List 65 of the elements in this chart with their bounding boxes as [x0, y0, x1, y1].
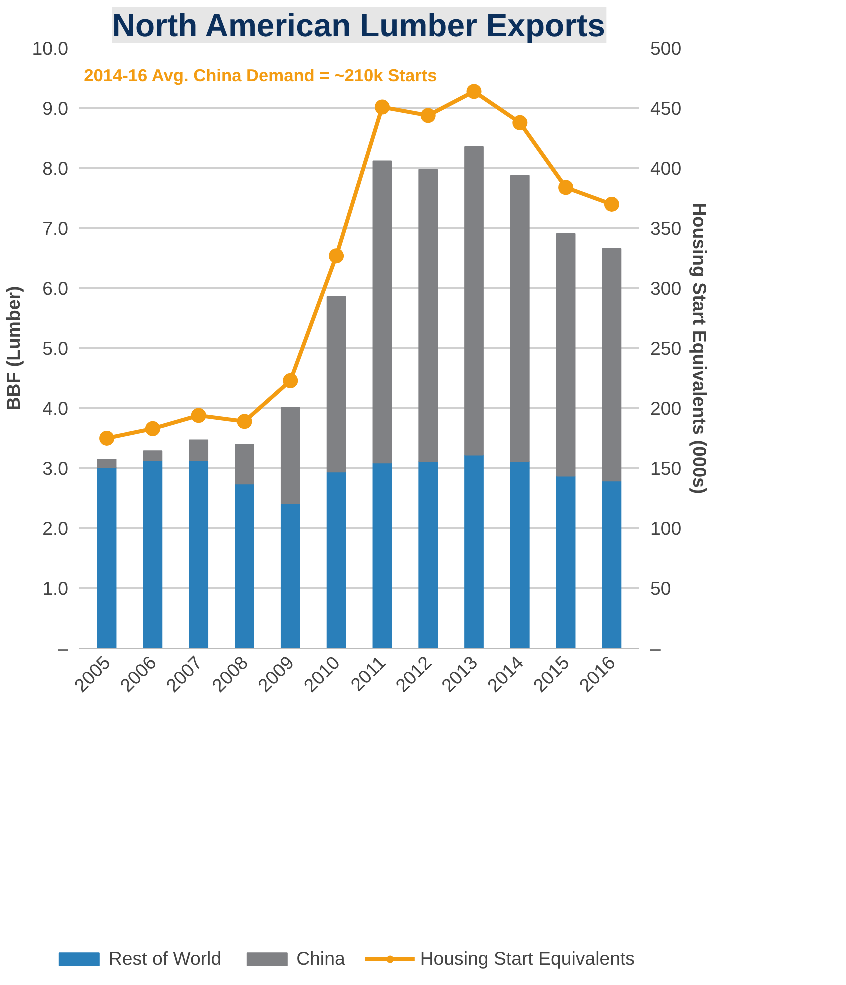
- y2-tick-label: 200: [650, 398, 682, 419]
- bar: [97, 459, 117, 468]
- y2-tick-label: 250: [650, 338, 682, 359]
- y2-tick-label: 500: [650, 38, 682, 59]
- y-tick-label: 6.0: [42, 278, 69, 299]
- y2-tick-label: –: [650, 638, 662, 659]
- annotation: 2014-16 Avg. China Demand = ~210k Starts: [84, 66, 438, 86]
- y-tick-label: 1.0: [42, 578, 69, 599]
- point: [466, 84, 482, 100]
- y2-tick-label: 150: [650, 458, 682, 479]
- bar: [602, 248, 622, 482]
- point: [191, 408, 206, 424]
- bar: [235, 444, 254, 485]
- bar: [326, 472, 346, 648]
- bar: [97, 467, 117, 648]
- y2-tick-label: 350: [650, 218, 682, 239]
- bar: [464, 454, 484, 648]
- y-tick-label: 8.0: [42, 158, 69, 179]
- bar: [372, 462, 392, 648]
- chart-title: North American Lumber Exports: [112, 8, 606, 44]
- point: [604, 197, 620, 212]
- bar: [280, 407, 300, 504]
- bar: [464, 146, 484, 456]
- y-tick-label: 10.0: [32, 38, 68, 59]
- bar: [189, 440, 209, 462]
- bar: [280, 503, 300, 648]
- y2-tick-label: 300: [650, 278, 682, 299]
- point: [145, 421, 160, 436]
- bar: [326, 296, 346, 473]
- y-axis-title: BBF (Lumber): [3, 286, 24, 411]
- legend-label: Rest of World: [108, 948, 222, 970]
- bar: [372, 160, 392, 464]
- bar: [510, 175, 530, 462]
- y-tick-label: 3.0: [42, 458, 69, 479]
- bar: [189, 460, 209, 648]
- legend-label: China: [296, 948, 346, 970]
- y-tick-label: 9.0: [42, 98, 69, 119]
- y2-tick-label: 100: [650, 518, 682, 539]
- bar: [556, 233, 576, 477]
- y2-tick-label: 450: [650, 98, 682, 119]
- bar: [556, 476, 576, 648]
- point: [374, 100, 390, 115]
- point: [558, 180, 574, 196]
- y2-axis-title: Housing Start Equivalents (000s): [690, 202, 711, 494]
- point: [420, 108, 436, 124]
- bar: [143, 460, 163, 648]
- y-tick-label: –: [58, 638, 70, 659]
- point: [329, 248, 344, 264]
- bar: [418, 169, 438, 462]
- y2-tick-label: 400: [650, 158, 682, 179]
- bar: [143, 450, 163, 462]
- y-tick-label: 2.0: [42, 518, 69, 539]
- y-tick-label: 5.0: [42, 338, 69, 359]
- point: [512, 115, 528, 130]
- bar: [418, 461, 438, 648]
- y-tick-label: 4.0: [42, 398, 69, 419]
- y-tick-label: 7.0: [42, 218, 69, 239]
- bar: [510, 461, 530, 648]
- point: [100, 431, 115, 446]
- legend-label: Housing Start Equivalents: [420, 948, 635, 970]
- point: [283, 373, 298, 388]
- bar: [235, 484, 254, 648]
- point: [237, 414, 252, 430]
- y2-tick-label: 50: [650, 578, 672, 599]
- bar: [602, 480, 622, 648]
